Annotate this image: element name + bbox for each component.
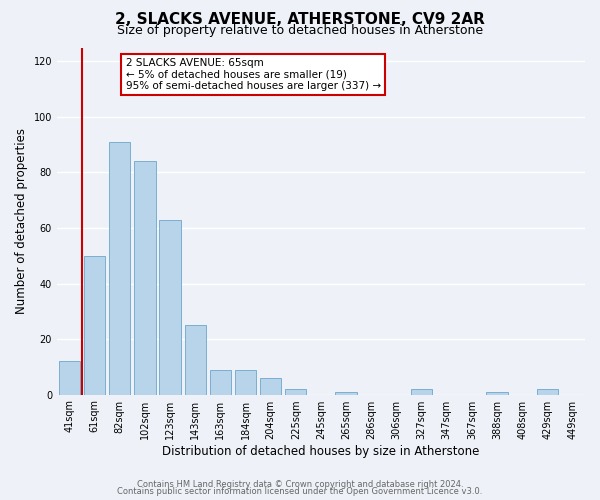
Bar <box>160 220 181 394</box>
Bar <box>185 325 206 394</box>
Bar <box>335 392 357 394</box>
Text: Size of property relative to detached houses in Atherstone: Size of property relative to detached ho… <box>117 24 483 37</box>
Text: Contains public sector information licensed under the Open Government Licence v3: Contains public sector information licen… <box>118 487 482 496</box>
Bar <box>134 162 155 394</box>
Bar <box>285 389 307 394</box>
Y-axis label: Number of detached properties: Number of detached properties <box>15 128 28 314</box>
Bar <box>84 256 106 394</box>
Bar <box>536 389 558 394</box>
Bar <box>235 370 256 394</box>
Bar <box>260 378 281 394</box>
Bar <box>59 362 80 394</box>
Bar <box>209 370 231 394</box>
Text: 2, SLACKS AVENUE, ATHERSTONE, CV9 2AR: 2, SLACKS AVENUE, ATHERSTONE, CV9 2AR <box>115 12 485 28</box>
X-axis label: Distribution of detached houses by size in Atherstone: Distribution of detached houses by size … <box>162 444 479 458</box>
Text: 2 SLACKS AVENUE: 65sqm
← 5% of detached houses are smaller (19)
95% of semi-deta: 2 SLACKS AVENUE: 65sqm ← 5% of detached … <box>125 58 380 91</box>
Bar <box>486 392 508 394</box>
Bar <box>411 389 432 394</box>
Text: Contains HM Land Registry data © Crown copyright and database right 2024.: Contains HM Land Registry data © Crown c… <box>137 480 463 489</box>
Bar <box>109 142 130 395</box>
